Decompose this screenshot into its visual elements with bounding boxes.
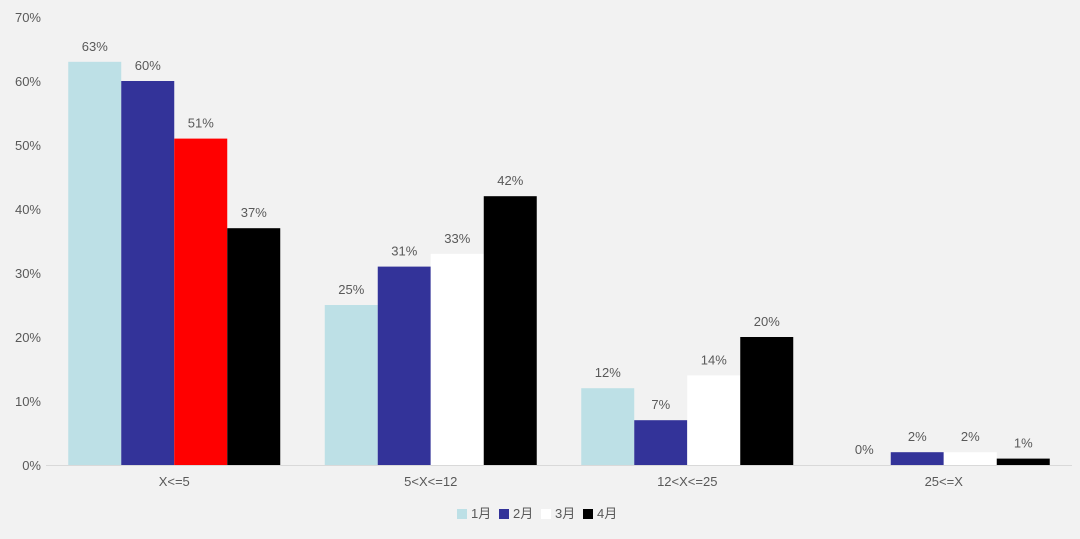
data-label: 1%: [1014, 436, 1033, 451]
y-tick-label: 50%: [15, 138, 41, 153]
data-label: 0%: [855, 442, 874, 457]
data-label: 7%: [651, 397, 670, 412]
y-tick-label: 60%: [15, 74, 41, 89]
legend-swatch: [541, 509, 551, 519]
y-tick-label: 20%: [15, 330, 41, 345]
y-tick-label: 10%: [15, 394, 41, 409]
bar-3-1: [174, 138, 228, 465]
bar-1-2: [324, 305, 378, 465]
bar-3-4: [943, 452, 997, 465]
legend-swatch: [583, 509, 593, 519]
data-label: 2%: [908, 429, 927, 444]
x-category-label: 12<X<=25: [657, 474, 717, 489]
bar-4-4: [996, 458, 1050, 465]
bars: [68, 61, 1050, 466]
data-label: 2%: [961, 429, 980, 444]
y-tick-label: 0%: [22, 458, 41, 473]
y-tick-label: 30%: [15, 266, 41, 281]
data-label: 63%: [82, 39, 108, 54]
bar-4-3: [740, 337, 794, 465]
legend-label: 1月: [471, 506, 491, 521]
data-label: 12%: [595, 365, 621, 380]
data-label: 25%: [338, 282, 364, 297]
data-label: 14%: [701, 352, 727, 367]
bar-2-4: [890, 452, 944, 465]
data-label: 20%: [754, 314, 780, 329]
bar-2-2: [377, 266, 431, 465]
y-tick-label: 40%: [15, 202, 41, 217]
bar-4-2: [483, 196, 537, 465]
legend-swatch: [457, 509, 467, 519]
legend-label: 3月: [555, 506, 575, 521]
legend-label: 2月: [513, 506, 533, 521]
x-axis: X<=5 5<X<=12 12<X<=25 25<=X: [46, 465, 1072, 489]
y-tick-label: 70%: [15, 10, 41, 25]
bar-1-3: [581, 388, 635, 465]
legend-swatch: [499, 509, 509, 519]
data-label: 31%: [391, 244, 417, 259]
x-category-label: 5<X<=12: [404, 474, 457, 489]
data-labels: 63% 25% 12% 0% 60% 31% 7% 2% 51% 33% 14% 2% 37% 42% 20…: [82, 39, 1033, 457]
legend: 1月 2月 3月 4月: [457, 506, 617, 521]
x-category-label: 25<=X: [925, 474, 964, 489]
bar-3-3: [687, 375, 741, 465]
bar-4-1: [227, 228, 281, 465]
legend-label: 4月: [597, 506, 617, 521]
data-label: 60%: [135, 58, 161, 73]
data-label: 33%: [444, 231, 470, 246]
x-category-label: X<=5: [159, 474, 190, 489]
data-label: 42%: [497, 173, 523, 188]
bar-1-1: [68, 61, 122, 466]
y-axis: 0% 10% 20% 30% 40% 50% 60% 70%: [15, 10, 41, 473]
bar-3-2: [430, 253, 484, 465]
bar-2-3: [634, 420, 688, 465]
data-label: 51%: [188, 116, 214, 131]
bar-2-1: [121, 81, 175, 465]
data-label: 37%: [241, 205, 267, 220]
